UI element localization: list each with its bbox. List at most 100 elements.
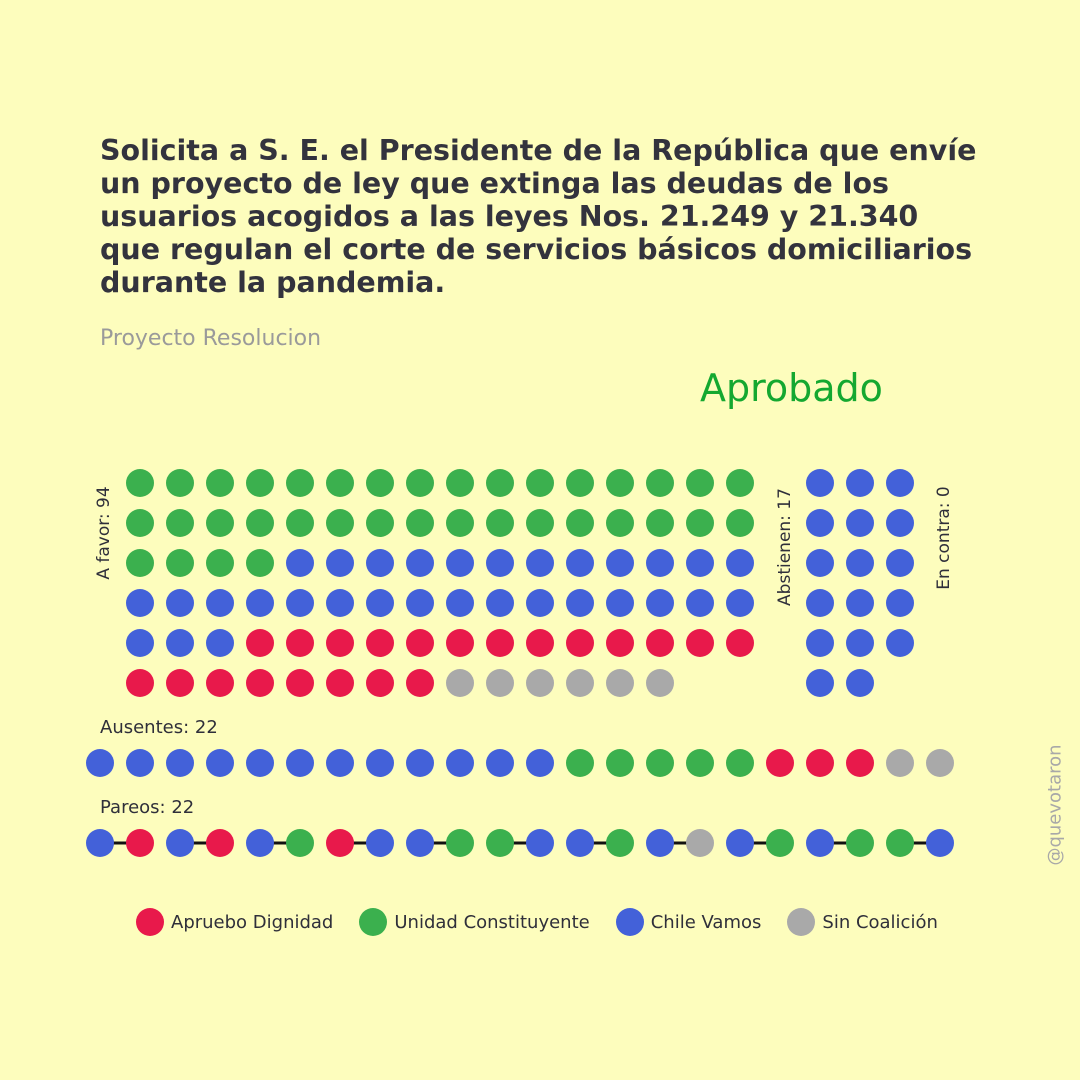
a-favor-dot	[646, 469, 674, 497]
pareo-dot	[486, 829, 514, 857]
a-favor-dot	[126, 549, 154, 577]
a-favor-dot	[286, 549, 314, 577]
legend-label: Unidad Constituyente	[394, 911, 590, 933]
a-favor-dot	[566, 469, 594, 497]
a-favor-dot	[606, 589, 634, 617]
ausentes-dot	[886, 749, 914, 777]
ausentes-dot	[286, 749, 314, 777]
a-favor-dot	[646, 669, 674, 697]
a-favor-dot	[486, 629, 514, 657]
a-favor-dot	[606, 509, 634, 537]
pareo-dot	[766, 829, 794, 857]
a-favor-dot	[206, 629, 234, 657]
a-favor-dot	[366, 589, 394, 617]
a-favor-dot	[486, 669, 514, 697]
a-favor-dot	[286, 509, 314, 537]
a-favor-dot	[166, 509, 194, 537]
a-favor-dot	[166, 469, 194, 497]
a-favor-dot	[246, 669, 274, 697]
subtitle: Proyecto Resolucion	[100, 326, 322, 351]
a-favor-dot	[206, 469, 234, 497]
abstienen-dot	[846, 629, 874, 657]
ausentes-dot	[206, 749, 234, 777]
a-favor-dot	[446, 589, 474, 617]
a-favor-dot	[486, 509, 514, 537]
legend-label: Apruebo Dignidad	[171, 911, 334, 933]
ausentes-dot	[126, 749, 154, 777]
a-favor-dot	[126, 469, 154, 497]
a-favor-dot	[326, 469, 354, 497]
abstienen-dot	[846, 669, 874, 697]
pareo-dot	[326, 829, 354, 857]
a-favor-dot	[366, 469, 394, 497]
a-favor-dot	[646, 629, 674, 657]
a-favor-dot	[246, 629, 274, 657]
a-favor-dot	[606, 469, 634, 497]
a-favor-dot	[686, 549, 714, 577]
ausentes-dot	[446, 749, 474, 777]
a-favor-dot	[726, 509, 754, 537]
pareo-dot	[86, 829, 114, 857]
abstienen-dot	[846, 589, 874, 617]
pareo-dot	[886, 829, 914, 857]
a-favor-dot	[726, 549, 754, 577]
ausentes-dot	[606, 749, 634, 777]
a-favor-dot	[646, 589, 674, 617]
abstienen-dot	[846, 509, 874, 537]
pareo-dot	[606, 829, 634, 857]
a-favor-dot	[326, 589, 354, 617]
pareo-dot	[446, 829, 474, 857]
a-favor-dot	[646, 509, 674, 537]
legend-label: Chile Vamos	[650, 911, 762, 933]
a-favor-dot	[686, 629, 714, 657]
a-favor-dot	[246, 589, 274, 617]
a-favor-dot	[566, 669, 594, 697]
watermark: @quevotaron	[1044, 744, 1066, 866]
a-favor-dot	[446, 509, 474, 537]
vote-result: Aprobado	[700, 366, 883, 410]
a-favor-dot	[246, 469, 274, 497]
abstienen-dot	[886, 549, 914, 577]
a-favor-dot	[166, 589, 194, 617]
a-favor-dot	[126, 629, 154, 657]
a-favor-dot	[406, 669, 434, 697]
a-favor-dot	[326, 629, 354, 657]
a-favor-dot	[126, 669, 154, 697]
a-favor-dot	[406, 549, 434, 577]
abstienen-dot	[846, 549, 874, 577]
ausentes-dot	[166, 749, 194, 777]
legend-swatch-uc	[359, 908, 388, 936]
a-favor-dot	[526, 509, 554, 537]
legend: Apruebo Dignidad Unidad Constituyente Ch…	[136, 908, 964, 936]
legend-item-chile-vamos: Chile Vamos	[615, 908, 762, 936]
pareo-dot	[846, 829, 874, 857]
abstienen-dot	[886, 629, 914, 657]
pareo-dot	[246, 829, 274, 857]
a-favor-dot	[406, 469, 434, 497]
a-favor-dot	[406, 589, 434, 617]
a-favor-dot	[206, 549, 234, 577]
a-favor-dot	[646, 549, 674, 577]
a-favor-dot	[526, 469, 554, 497]
pareo-dot	[686, 829, 714, 857]
pareo-dot	[206, 829, 234, 857]
a-favor-dot	[246, 549, 274, 577]
abstienen-dot	[806, 589, 834, 617]
a-favor-dot	[726, 589, 754, 617]
a-favor-dot	[526, 629, 554, 657]
a-favor-dot	[246, 509, 274, 537]
a-favor-dot	[606, 549, 634, 577]
a-favor-dot	[166, 549, 194, 577]
abstienen-dot	[806, 669, 834, 697]
a-favor-dot	[126, 589, 154, 617]
pareos-label: Pareos: 22	[100, 797, 195, 818]
a-favor-dot	[406, 509, 434, 537]
ausentes-dot	[846, 749, 874, 777]
pareo-dot	[646, 829, 674, 857]
ausentes-dot	[726, 749, 754, 777]
abstienen-dot	[806, 509, 834, 537]
a-favor-dot	[566, 629, 594, 657]
ausentes-dot	[646, 749, 674, 777]
pareo-dot	[286, 829, 314, 857]
